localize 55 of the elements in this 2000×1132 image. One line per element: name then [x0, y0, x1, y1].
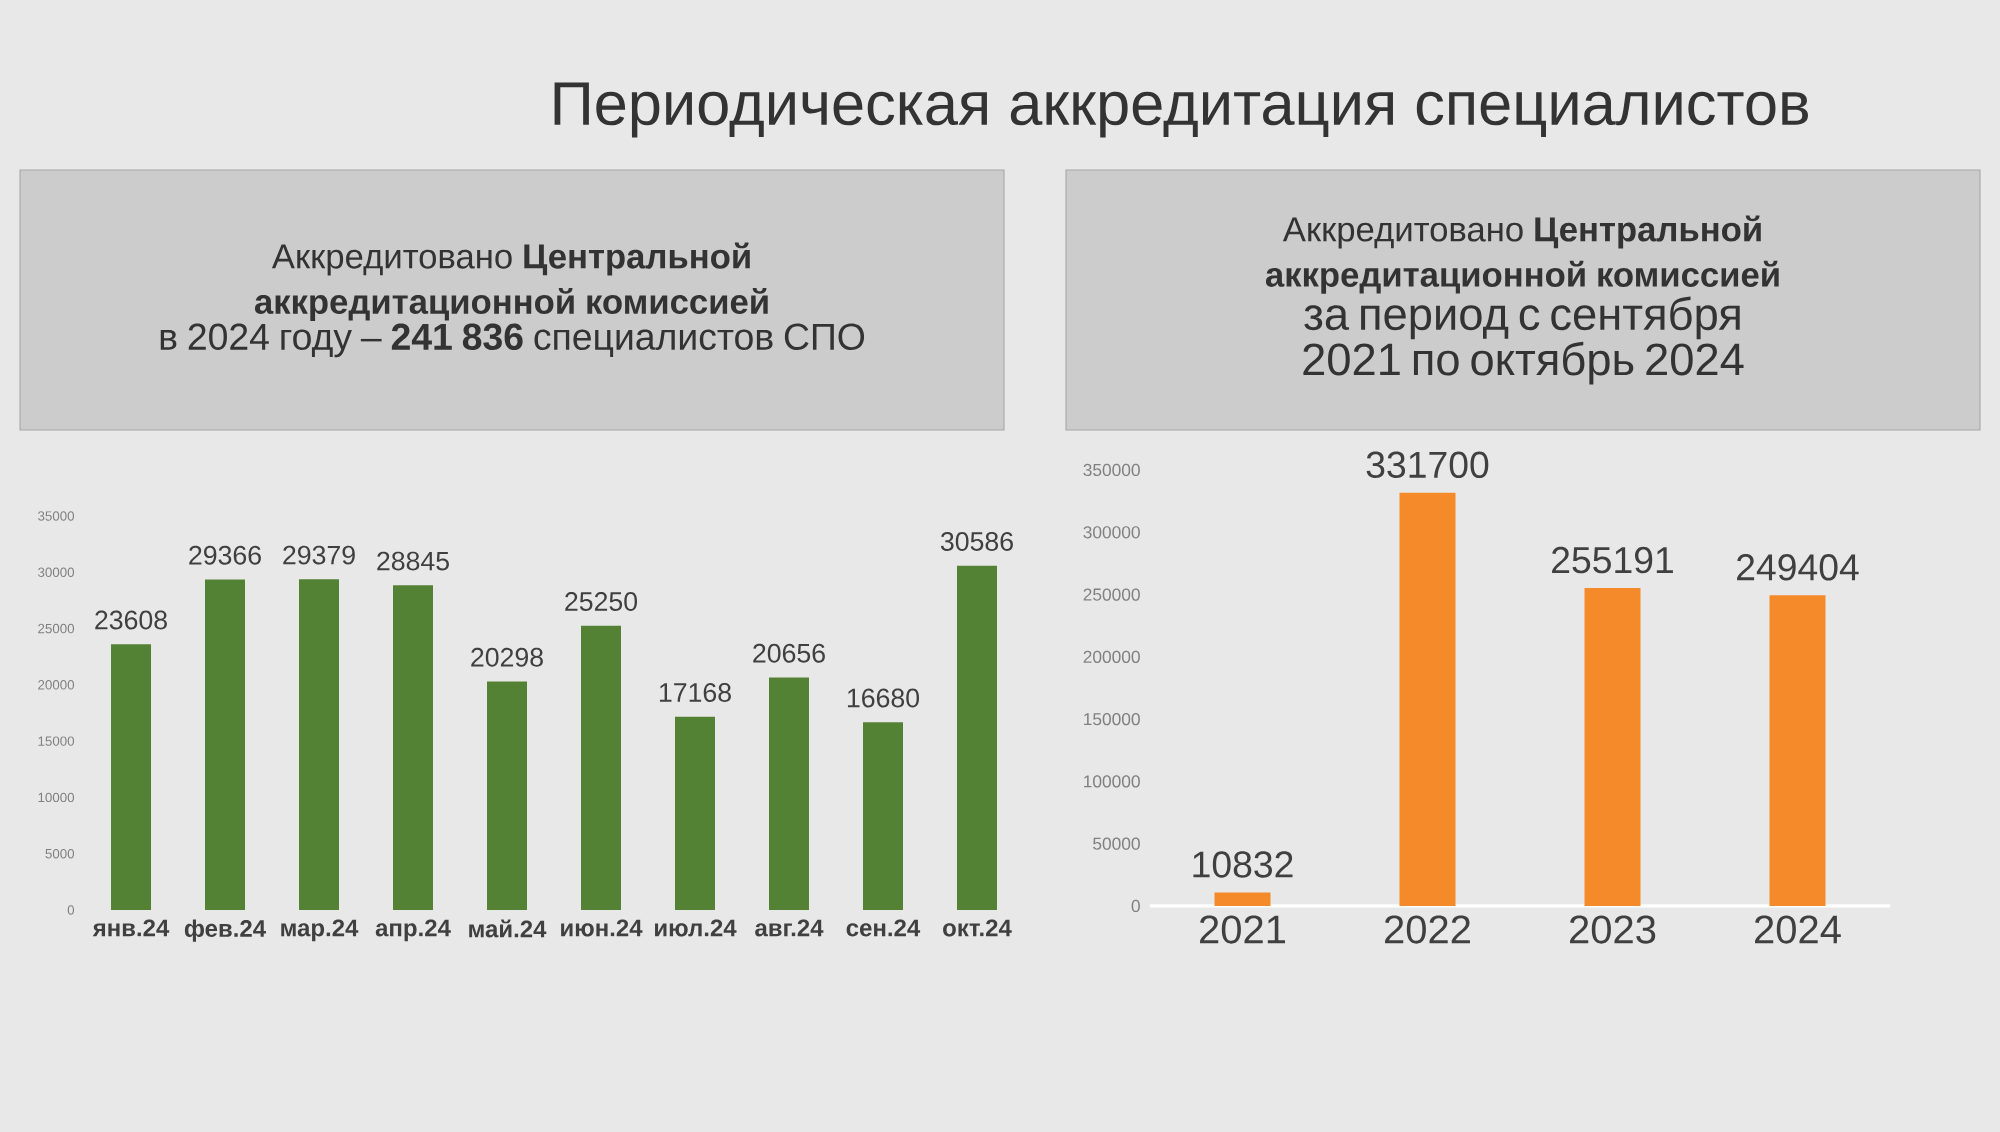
data-label: 331700 — [1366, 451, 1489, 479]
data-label: 255191 — [1552, 546, 1673, 574]
y-tick-label: 50000 — [1093, 837, 1140, 850]
x-tick-label: янв.24 — [92, 919, 170, 937]
chart-title: Аккредитовано Центральной аккредитационной комиссией — [1265, 215, 1779, 294]
chart-subtitle: за период с сентября 2021 по октябрь 2024 — [1303, 296, 1744, 385]
y-tick-label: 250000 — [1083, 588, 1140, 601]
bar — [1399, 492, 1456, 906]
x-tick-label: сен.24 — [846, 919, 921, 937]
data-label: 249404 — [1737, 554, 1859, 581]
data-label: 17168 — [659, 683, 731, 702]
bar — [1769, 595, 1826, 906]
y-tick-label: 350000 — [1083, 463, 1140, 477]
x-tick-label: май.24 — [469, 919, 547, 938]
data-label: 20656 — [753, 643, 825, 663]
data-label: 29379 — [283, 545, 355, 565]
y-tick-label: 150000 — [1084, 713, 1140, 726]
x-tick-label: 2021 — [1200, 915, 1286, 944]
bar — [487, 681, 528, 910]
data-label: 29366 — [189, 545, 261, 565]
x-tick-label: мар.24 — [281, 919, 359, 942]
x-tick-label: 2024 — [1755, 915, 1841, 944]
x-tick-label: авг.24 — [755, 919, 824, 937]
data-label: 25250 — [565, 592, 638, 611]
bar — [674, 716, 715, 910]
x-tick-label: июл.24 — [655, 919, 737, 937]
x-tick-label: апр.24 — [375, 919, 451, 942]
y-tick-label: 0 — [1131, 899, 1140, 913]
y-tick-label: 100000 — [1084, 775, 1140, 788]
bar — [111, 644, 152, 910]
x-tick-label: июн.24 — [561, 919, 643, 937]
chart-subtitle: в 2024 году – 241 836 специалистов СПО — [160, 323, 865, 358]
bar — [581, 625, 621, 910]
data-label: 30586 — [940, 532, 1013, 551]
bar — [956, 565, 997, 910]
chart-title: Аккредитовано Центральной аккредитационной комиссией — [254, 242, 768, 321]
bar — [393, 585, 433, 910]
y-tick-label: 300000 — [1083, 526, 1140, 539]
data-label: 10832 — [1193, 851, 1293, 878]
bar — [205, 579, 246, 910]
data-label: 20298 — [471, 647, 543, 667]
text: Периодическая аккредитация специалистов — [554, 82, 1808, 138]
data-label: 16680 — [847, 688, 920, 708]
x-tick-label: 2022 — [1385, 915, 1470, 944]
bar — [299, 579, 339, 910]
data-label: 28845 — [377, 551, 449, 571]
bar — [1584, 588, 1641, 906]
x-tick-label: окт.24 — [943, 919, 1012, 937]
bar — [1214, 892, 1271, 906]
bar — [769, 677, 809, 910]
x-tick-label: фев.24 — [184, 919, 266, 942]
bar — [862, 722, 903, 910]
data-label: 23608 — [95, 610, 167, 630]
x-tick-label: 2023 — [1570, 915, 1656, 944]
y-tick-label: 200000 — [1083, 650, 1140, 663]
